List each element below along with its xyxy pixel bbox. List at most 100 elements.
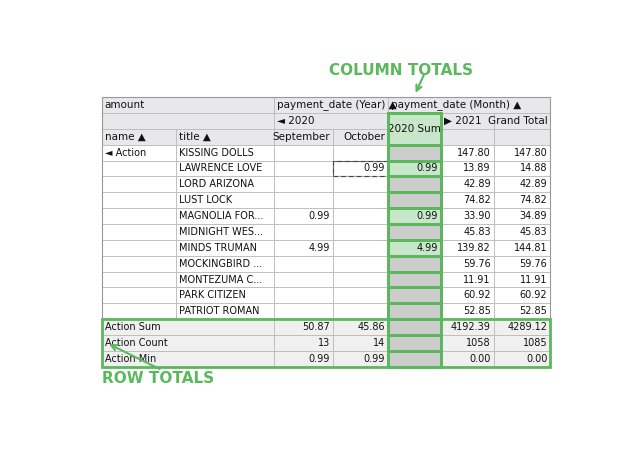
Bar <box>102 161 176 176</box>
Text: 42.89: 42.89 <box>519 179 547 189</box>
Bar <box>274 304 333 319</box>
Text: 52.85: 52.85 <box>519 306 547 316</box>
Bar <box>333 129 388 145</box>
Bar <box>274 272 333 287</box>
Bar <box>388 192 441 208</box>
Bar <box>441 145 494 161</box>
Bar <box>333 304 388 319</box>
Bar <box>274 113 388 129</box>
Text: 0.00: 0.00 <box>470 354 491 364</box>
Bar <box>333 256 388 272</box>
Bar <box>333 176 388 192</box>
Bar <box>274 240 333 256</box>
Text: 45.83: 45.83 <box>519 227 547 237</box>
Text: 1058: 1058 <box>466 338 491 348</box>
Bar <box>102 129 176 145</box>
Bar <box>274 304 333 319</box>
Text: 0.99: 0.99 <box>364 354 385 364</box>
Bar <box>333 304 388 319</box>
Bar <box>274 192 333 208</box>
Bar <box>494 335 550 351</box>
Bar <box>274 176 333 192</box>
Bar <box>274 335 333 351</box>
Text: payment_date (Year) ▲: payment_date (Year) ▲ <box>277 100 397 110</box>
Text: amount: amount <box>104 100 145 110</box>
Text: 4289.12: 4289.12 <box>508 322 547 332</box>
Text: 0.99: 0.99 <box>364 163 385 173</box>
Bar <box>388 256 441 272</box>
Bar <box>441 256 494 272</box>
Text: payment_date (Month) ▲: payment_date (Month) ▲ <box>391 100 521 110</box>
Bar <box>274 351 333 367</box>
Text: 60.92: 60.92 <box>463 291 491 300</box>
Bar <box>441 319 494 335</box>
Bar <box>102 97 274 113</box>
Bar <box>388 224 441 240</box>
Bar <box>102 335 274 351</box>
Bar <box>441 176 494 192</box>
Bar <box>388 97 550 113</box>
Bar <box>274 113 388 129</box>
Bar <box>274 240 333 256</box>
Bar <box>333 224 388 240</box>
Bar <box>176 208 274 224</box>
Text: 11.91: 11.91 <box>520 274 547 285</box>
Text: 4192.39: 4192.39 <box>451 322 491 332</box>
Bar <box>102 256 176 272</box>
Bar <box>274 129 333 145</box>
Text: 74.82: 74.82 <box>519 195 547 205</box>
Bar <box>494 304 550 319</box>
Text: 60.92: 60.92 <box>519 291 547 300</box>
Text: PATRIOT ROMAN: PATRIOT ROMAN <box>179 306 259 316</box>
Bar <box>441 287 494 304</box>
Bar <box>441 113 494 129</box>
Bar <box>388 161 441 176</box>
Bar <box>441 113 494 129</box>
Bar <box>102 351 274 367</box>
Text: 52.85: 52.85 <box>463 306 491 316</box>
Text: MINDS TRUMAN: MINDS TRUMAN <box>179 243 257 253</box>
Text: 14: 14 <box>373 338 385 348</box>
Bar <box>441 129 494 145</box>
Bar <box>441 240 494 256</box>
Bar <box>333 335 388 351</box>
Bar <box>102 224 176 240</box>
Text: LORD ARIZONA: LORD ARIZONA <box>179 179 254 189</box>
Bar <box>102 145 176 161</box>
Bar <box>441 304 494 319</box>
Bar <box>388 304 441 319</box>
Text: 13: 13 <box>318 338 330 348</box>
Bar <box>333 161 388 176</box>
Bar <box>388 335 441 351</box>
Text: PARK CITIZEN: PARK CITIZEN <box>179 291 246 300</box>
Bar <box>274 161 333 176</box>
Bar <box>494 351 550 367</box>
Bar <box>176 145 274 161</box>
Bar <box>176 161 274 176</box>
Bar <box>441 176 494 192</box>
Bar <box>388 319 441 335</box>
Bar <box>441 240 494 256</box>
Text: 4.99: 4.99 <box>309 243 330 253</box>
Bar <box>494 113 550 129</box>
Bar <box>102 192 176 208</box>
Bar <box>102 319 274 335</box>
Bar <box>494 113 550 129</box>
Bar <box>274 287 333 304</box>
Bar <box>274 145 333 161</box>
Text: Action Count: Action Count <box>104 338 167 348</box>
Bar <box>388 256 441 272</box>
Bar <box>102 113 274 129</box>
Bar <box>333 319 388 335</box>
Bar <box>274 272 333 287</box>
Bar <box>388 161 441 176</box>
Bar <box>176 240 274 256</box>
Bar <box>274 256 333 272</box>
Text: 59.76: 59.76 <box>519 259 547 269</box>
Bar <box>494 176 550 192</box>
Bar <box>333 192 388 208</box>
Bar <box>102 208 176 224</box>
Bar <box>441 272 494 287</box>
Bar <box>176 240 274 256</box>
Text: September: September <box>272 132 330 142</box>
